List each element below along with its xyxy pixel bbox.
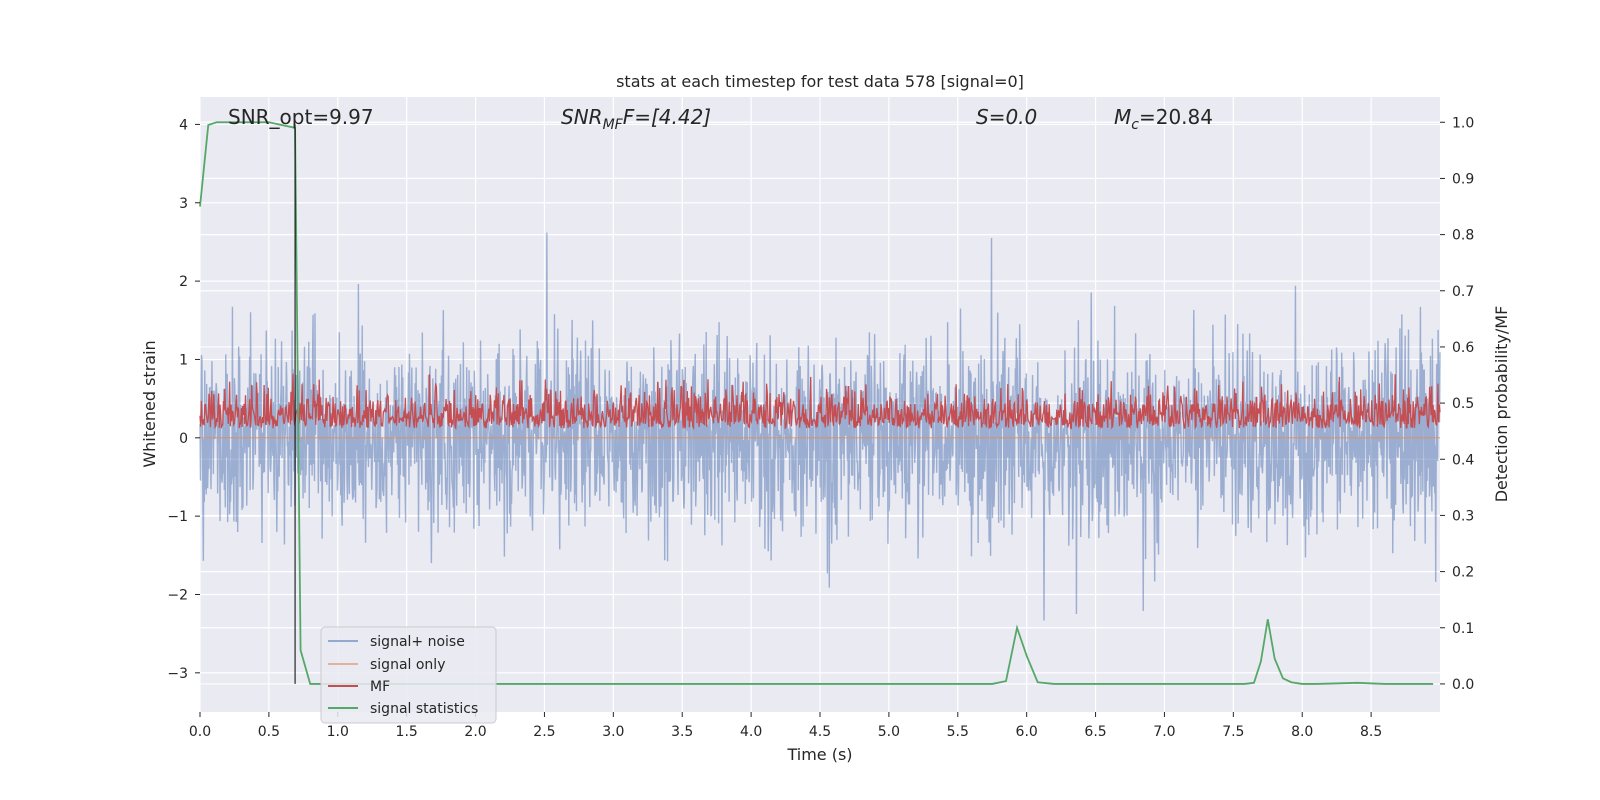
legend-label-mf: MF: [370, 679, 390, 695]
right-y-tick-label: 0.4: [1452, 452, 1474, 468]
x-tick-label: 0.5: [258, 724, 280, 740]
left-y-axis-label: Whitened strain: [140, 340, 159, 467]
x-tick-label: 2.5: [533, 724, 555, 740]
x-tick-label: 5.5: [947, 724, 969, 740]
right-y-tick-label: 0.0: [1452, 677, 1474, 693]
left-y-tick-label: 3: [179, 196, 188, 212]
legend-box: [320, 626, 497, 724]
x-axis-label: Time (s): [786, 745, 852, 764]
right-y-tick-label: 0.7: [1452, 284, 1474, 300]
left-y-tick-label: −1: [167, 509, 188, 525]
x-tick-label: 8.5: [1360, 724, 1382, 740]
x-tick-label: 6.0: [1016, 724, 1038, 740]
x-tick-label: 6.5: [1084, 724, 1106, 740]
chart-title: stats at each timestep for test data 578…: [616, 72, 1024, 91]
legend-label-signal-only: signal only: [370, 657, 445, 673]
right-y-axis-label: Detection probability/MF: [1492, 306, 1511, 503]
x-tick-label: 5.0: [878, 724, 900, 740]
left-y-tick-label: −3: [167, 666, 188, 682]
legend-label-signal-statistics: signal statistics: [370, 701, 478, 717]
x-tick-label: 1.5: [396, 724, 418, 740]
annotation-snr-mf: SNRMFF=[4.42]: [561, 105, 711, 133]
series-signal-statistics: [199, 121, 1434, 685]
right-y-tick-label: 0.6: [1452, 340, 1474, 356]
x-tick-label: 4.5: [809, 724, 831, 740]
x-tick-label: 8.0: [1291, 724, 1313, 740]
left-y-tick-label: 4: [179, 117, 188, 133]
left-y-tick-label: 0: [179, 431, 188, 447]
x-tick-label: 2.0: [464, 724, 486, 740]
left-y-tick-label: 1: [179, 352, 188, 368]
right-y-tick-label: 0.1: [1452, 621, 1474, 637]
x-tick-label: 4.0: [740, 724, 762, 740]
right-y-tick-label: 1.0: [1452, 115, 1474, 131]
left-y-tick-labels: −3 −2 −1 0 1 2 3 4: [167, 117, 200, 682]
series-mf: [199, 373, 1441, 431]
x-tick-label: 7.0: [1153, 724, 1175, 740]
x-tick-label: 3.0: [602, 724, 624, 740]
right-y-tick-label: 0.3: [1452, 508, 1474, 524]
legend: signal+ noise signal only MF signal stat…: [320, 626, 497, 724]
left-y-tick-label: −2: [167, 587, 188, 603]
signal-statistics-line: [199, 121, 1434, 685]
right-y-tick-label: 0.9: [1452, 171, 1474, 187]
right-y-tick-labels: 0.0 0.1 0.2 0.3 0.4 0.5 0.6 0.7 0.8 0.9 1.0: [1440, 115, 1474, 693]
x-tick-label: 0.0: [189, 724, 211, 740]
x-tick-labels: 0.0 0.5 1.0 1.5 2.0 2.5 3.0 3.5 4.0 4.5 5.0 5.5 6.0 6…: [189, 712, 1382, 740]
legend-label-signal-plus-noise: signal+ noise: [370, 634, 465, 650]
left-y-tick-label: 2: [179, 274, 188, 290]
right-y-tick-label: 0.8: [1452, 228, 1474, 244]
x-tick-label: 1.0: [327, 724, 349, 740]
mf-line: [199, 373, 1441, 431]
annotation-mc: Mc=20.84: [1114, 105, 1213, 133]
x-tick-label: 7.5: [1222, 724, 1244, 740]
right-y-tick-label: 0.5: [1452, 396, 1474, 412]
annotation-snr-opt: SNR_opt=9.97: [228, 105, 374, 129]
x-tick-label: 3.5: [671, 724, 693, 740]
right-y-tick-label: 0.2: [1452, 565, 1474, 581]
annotation-s: S=0.0: [976, 105, 1037, 129]
